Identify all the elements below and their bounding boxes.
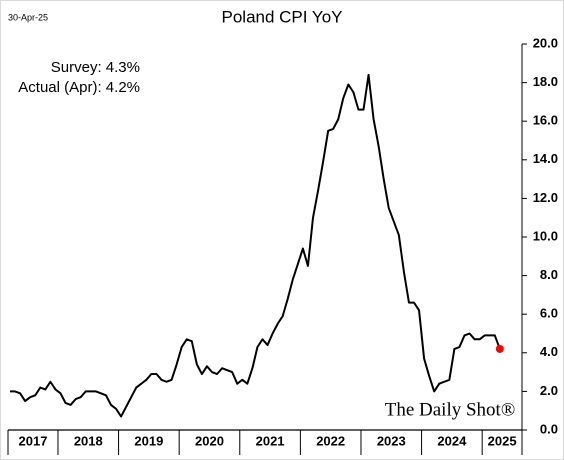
x-tick-label: 2019 [134, 433, 163, 448]
date-label: 30-Apr-25 [8, 12, 48, 22]
x-tick-label: 2023 [377, 433, 406, 448]
y-tick-label: 2.0 [540, 383, 558, 398]
y-tick-label: 18.0 [533, 74, 558, 89]
x-tick-label: 2017 [19, 433, 48, 448]
x-tick-label: 2024 [437, 433, 467, 448]
y-tick-label: 14.0 [533, 151, 558, 166]
annotation: Survey: 4.3% [51, 59, 140, 76]
y-tick-label: 12.0 [533, 190, 558, 205]
y-tick-label: 6.0 [540, 306, 558, 321]
y-tick-label: 16.0 [533, 113, 558, 128]
x-tick-label: 2020 [195, 433, 224, 448]
y-tick-label: 4.0 [540, 344, 558, 359]
y-tick-label: 0.0 [540, 421, 558, 436]
annotation: Actual (Apr): 4.2% [18, 79, 140, 96]
y-tick-label: 8.0 [540, 267, 558, 282]
y-tick-label: 20.0 [533, 35, 558, 50]
x-tick-label: 2021 [256, 433, 285, 448]
y-tick-label: 10.0 [533, 228, 558, 243]
brand: The Daily Shot® [385, 399, 516, 420]
line [10, 73, 501, 418]
x-tick-label: 2025 [488, 433, 517, 448]
chart-title: Poland CPI YoY [222, 7, 343, 26]
x-tick-label: 2018 [74, 433, 103, 448]
last-point [495, 344, 504, 353]
x-tick-label: 2022 [316, 433, 345, 448]
